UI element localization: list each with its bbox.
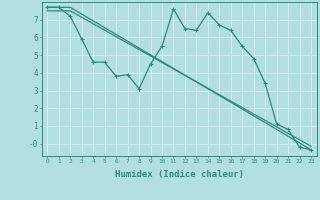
X-axis label: Humidex (Indice chaleur): Humidex (Indice chaleur) [115,170,244,179]
